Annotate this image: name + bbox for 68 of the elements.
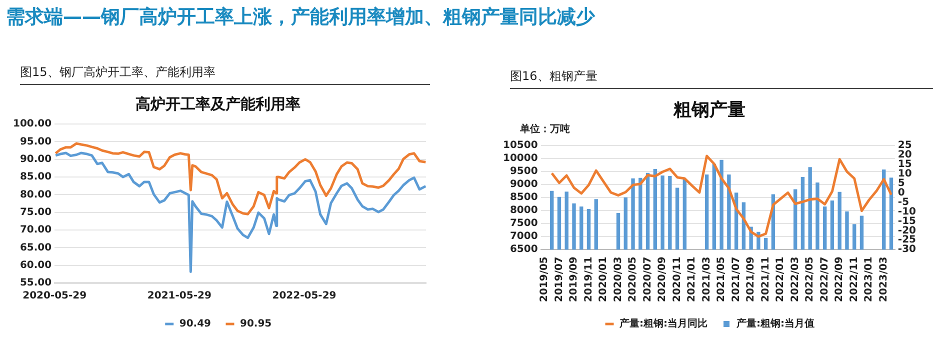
caption: 图16、粗钢产量 (510, 68, 933, 89)
y-tick-label: 10000 (502, 153, 538, 164)
x-tick-label: 2022/07 (819, 256, 830, 302)
x-tick-label: 2019/11 (583, 256, 594, 302)
y-tick-label: 85.00 (20, 172, 52, 183)
y2-tick-label: 5 (898, 178, 905, 190)
x-tick-label: 2021/09 (746, 256, 757, 302)
y-tick-label: 95.00 (20, 136, 52, 148)
chart-title: 粗钢产量 (672, 99, 746, 120)
y-tick-label: 60.00 (20, 260, 52, 271)
legend-label: 90.49 (179, 318, 212, 330)
caption: 图15、钢厂高炉开工率、产能利用率 (20, 64, 430, 85)
x-tick-label: 2019/05 (539, 256, 550, 302)
x-tick-label: 2019/07 (554, 256, 565, 302)
x-tick-label: 2022/09 (834, 256, 846, 302)
y2-tick-label: -5 (898, 196, 910, 208)
x-tick-label: 2022/03 (790, 256, 801, 302)
legend-label: 90.95 (240, 318, 272, 330)
y2-tick-label: -25 (898, 234, 916, 246)
y2-tick-label: 15 (898, 159, 912, 170)
x-tick-label: 2021/01 (686, 256, 698, 302)
y-tick-label: 80.00 (20, 189, 52, 200)
y2-tick-label: -15 (898, 216, 916, 227)
x-tick-label: 2021-05-29 (147, 290, 212, 302)
x-tick-label: 2020/05 (628, 256, 639, 302)
x-tick-label: 2020/09 (657, 256, 668, 302)
y-tick-label: 8500 (510, 192, 538, 204)
y2-tick-label: -20 (898, 225, 916, 236)
y-tick-label: 90.00 (20, 154, 52, 165)
legend-label: 产量:粗钢:当月值 (736, 318, 814, 330)
y-tick-label: 7000 (510, 231, 538, 242)
y-axis-title: 单位：万吨 (520, 122, 570, 136)
y2-tick-label: -10 (898, 206, 916, 218)
x-tick-label: 2021/11 (760, 256, 772, 302)
y-tick-label: 75.00 (20, 206, 52, 218)
y2-tick-label: 10 (898, 168, 912, 180)
x-tick-label: 2023/03 (878, 256, 890, 302)
y-tick-label: 6500 (510, 244, 538, 256)
x-tick-label: 2022/01 (775, 256, 786, 302)
y-tick-label: 100.00 (12, 118, 52, 130)
x-tick-label: 2022-05-29 (272, 290, 336, 302)
y-tick-label: 9500 (510, 166, 538, 178)
y-tick-label: 8000 (510, 205, 538, 216)
y-tick-label: 10500 (502, 140, 538, 152)
y2-tick-label: 0 (898, 187, 905, 198)
x-tick-label: 2021/03 (701, 256, 712, 302)
x-tick-label: 2022/11 (848, 256, 860, 302)
y-tick-label: 7500 (510, 218, 538, 230)
y2-tick-label: 25 (898, 140, 912, 152)
x-tick-label: 2020-05-29 (22, 290, 87, 302)
x-tick-label: 2021/07 (730, 256, 742, 302)
y2-tick-label: 20 (898, 150, 912, 161)
y-tick-label: 9000 (510, 179, 538, 190)
x-tick-label: 2020/01 (598, 256, 610, 302)
y-tick-label: 70.00 (20, 224, 52, 236)
x-tick-label: 2022/05 (804, 256, 816, 302)
x-tick-label: 2020/03 (612, 256, 624, 302)
chart-title: 高炉开工率及产能利用率 (136, 94, 300, 113)
legend-label: 产量:粗钢:当月同比 (618, 318, 708, 330)
x-tick-label: 2021/05 (716, 256, 728, 302)
y-tick-label: 65.00 (20, 242, 52, 254)
x-tick-label: 2020/11 (672, 256, 683, 302)
y-tick-label: 55.00 (20, 278, 52, 289)
text: 需求端——钢厂高炉开工率上涨，产能利用率增加、粗钢产量同比减少 (6, 5, 595, 30)
x-tick-label: 2023/01 (864, 256, 875, 302)
x-tick-label: 2019/09 (568, 256, 580, 302)
x-tick-label: 2020/07 (642, 256, 654, 302)
y2-tick-label: -30 (898, 244, 916, 256)
